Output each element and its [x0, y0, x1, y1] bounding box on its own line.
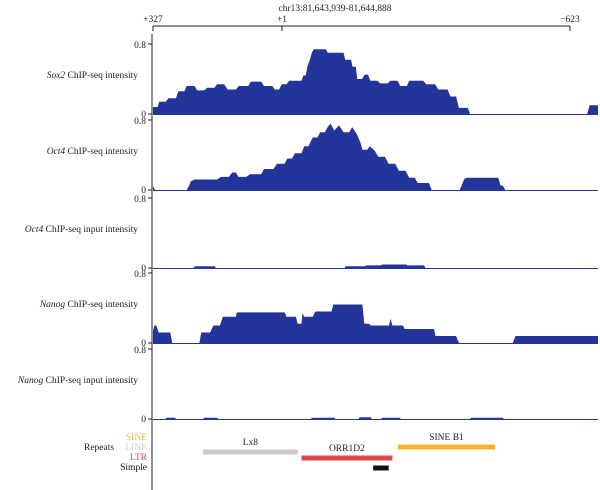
repeat-bar-simple: [373, 465, 389, 471]
track-5-ytick-bottom: 0: [141, 415, 146, 425]
track-5-area: [153, 417, 598, 419]
track-1-ytick-top: 0.8: [134, 41, 146, 51]
track-2-ytick-top: 0.8: [134, 117, 146, 127]
track-3-ytick-top: 0.8: [134, 195, 146, 205]
track-3-area: [153, 264, 598, 268]
repeat-bar-sine-b1: [398, 444, 495, 450]
track-1-label: Sox2 ChIP-seq intensity: [47, 71, 139, 81]
track-1-label-gene: Sox2: [47, 71, 66, 81]
repeat-bar-orr1d2: [301, 455, 393, 461]
track-4-area: [153, 304, 598, 343]
track-4-ytick-top: 0.8: [134, 270, 146, 280]
track-3-label-gene: Oct4: [25, 225, 44, 235]
coordinate-header: chr13:81,643,939-81,644,888 +327 +1 −623: [143, 4, 580, 31]
track-5-label-rest: ChIP-seq input intensity: [43, 376, 138, 386]
track-3-label-rest: ChIP-seq input intensity: [43, 225, 138, 235]
track-1-area: [153, 49, 598, 114]
track-4-ytick-bottom: 0: [141, 339, 146, 349]
legend-sine: SINE: [126, 433, 147, 443]
track-4: 0.8 0 Nanog ChIP-seq intensity: [39, 270, 598, 349]
track-3-label: Oct4 ChIP-seq input intensity: [25, 225, 138, 235]
coordinate-left-label: +327: [143, 15, 163, 25]
track-4-label-rest: ChIP-seq intensity: [65, 300, 138, 310]
repeats-features: Lx8 ORR1D2 SINE B1: [203, 433, 495, 471]
track-2: 0.8 0 Oct4 ChIP-seq intensity: [47, 117, 598, 196]
track-1: 0.8 0 Sox2 ChIP-seq intensity: [47, 41, 598, 120]
track-5-label-gene: Nanog: [17, 376, 44, 386]
track-2-label-gene: Oct4: [47, 147, 66, 157]
track-4-label: Nanog ChIP-seq intensity: [39, 300, 138, 310]
track-3: 0.8 0 Oct4 ChIP-seq input intensity: [25, 195, 598, 274]
track-5-ytick-top: 0.8: [134, 346, 146, 356]
track-2-label: Oct4 ChIP-seq intensity: [47, 147, 139, 157]
repeats-label: Repeats: [84, 443, 114, 453]
track-2-ytick-bottom: 0: [141, 186, 146, 196]
legend-ltr: LTR: [130, 453, 148, 463]
coordinate-center-label: +1: [277, 15, 287, 25]
track-1-label-rest: ChIP-seq intensity: [65, 71, 138, 81]
coordinate-right-label: −623: [560, 15, 580, 25]
track-5: 0.8 0 Nanog ChIP-seq input intensity: [17, 346, 598, 425]
track-5-label: Nanog ChIP-seq input intensity: [17, 376, 138, 386]
track-3-ytick-bottom: 0: [141, 264, 146, 274]
legend-simple: Simple: [120, 463, 147, 473]
region-label: chr13:81,643,939-81,644,888: [279, 4, 392, 14]
track-1-ytick-bottom: 0: [141, 110, 146, 120]
track-4-label-gene: Nanog: [39, 300, 66, 310]
repeat-label-orr1d2: ORR1D2: [329, 444, 365, 454]
track-2-label-rest: ChIP-seq intensity: [65, 147, 138, 157]
legend-line: LINE: [125, 443, 147, 453]
repeat-label-sine-b1: SINE B1: [429, 433, 464, 443]
track-2-area: [153, 123, 598, 190]
repeat-bar-lx8: [203, 449, 298, 455]
repeat-label-lx8: Lx8: [243, 438, 259, 448]
